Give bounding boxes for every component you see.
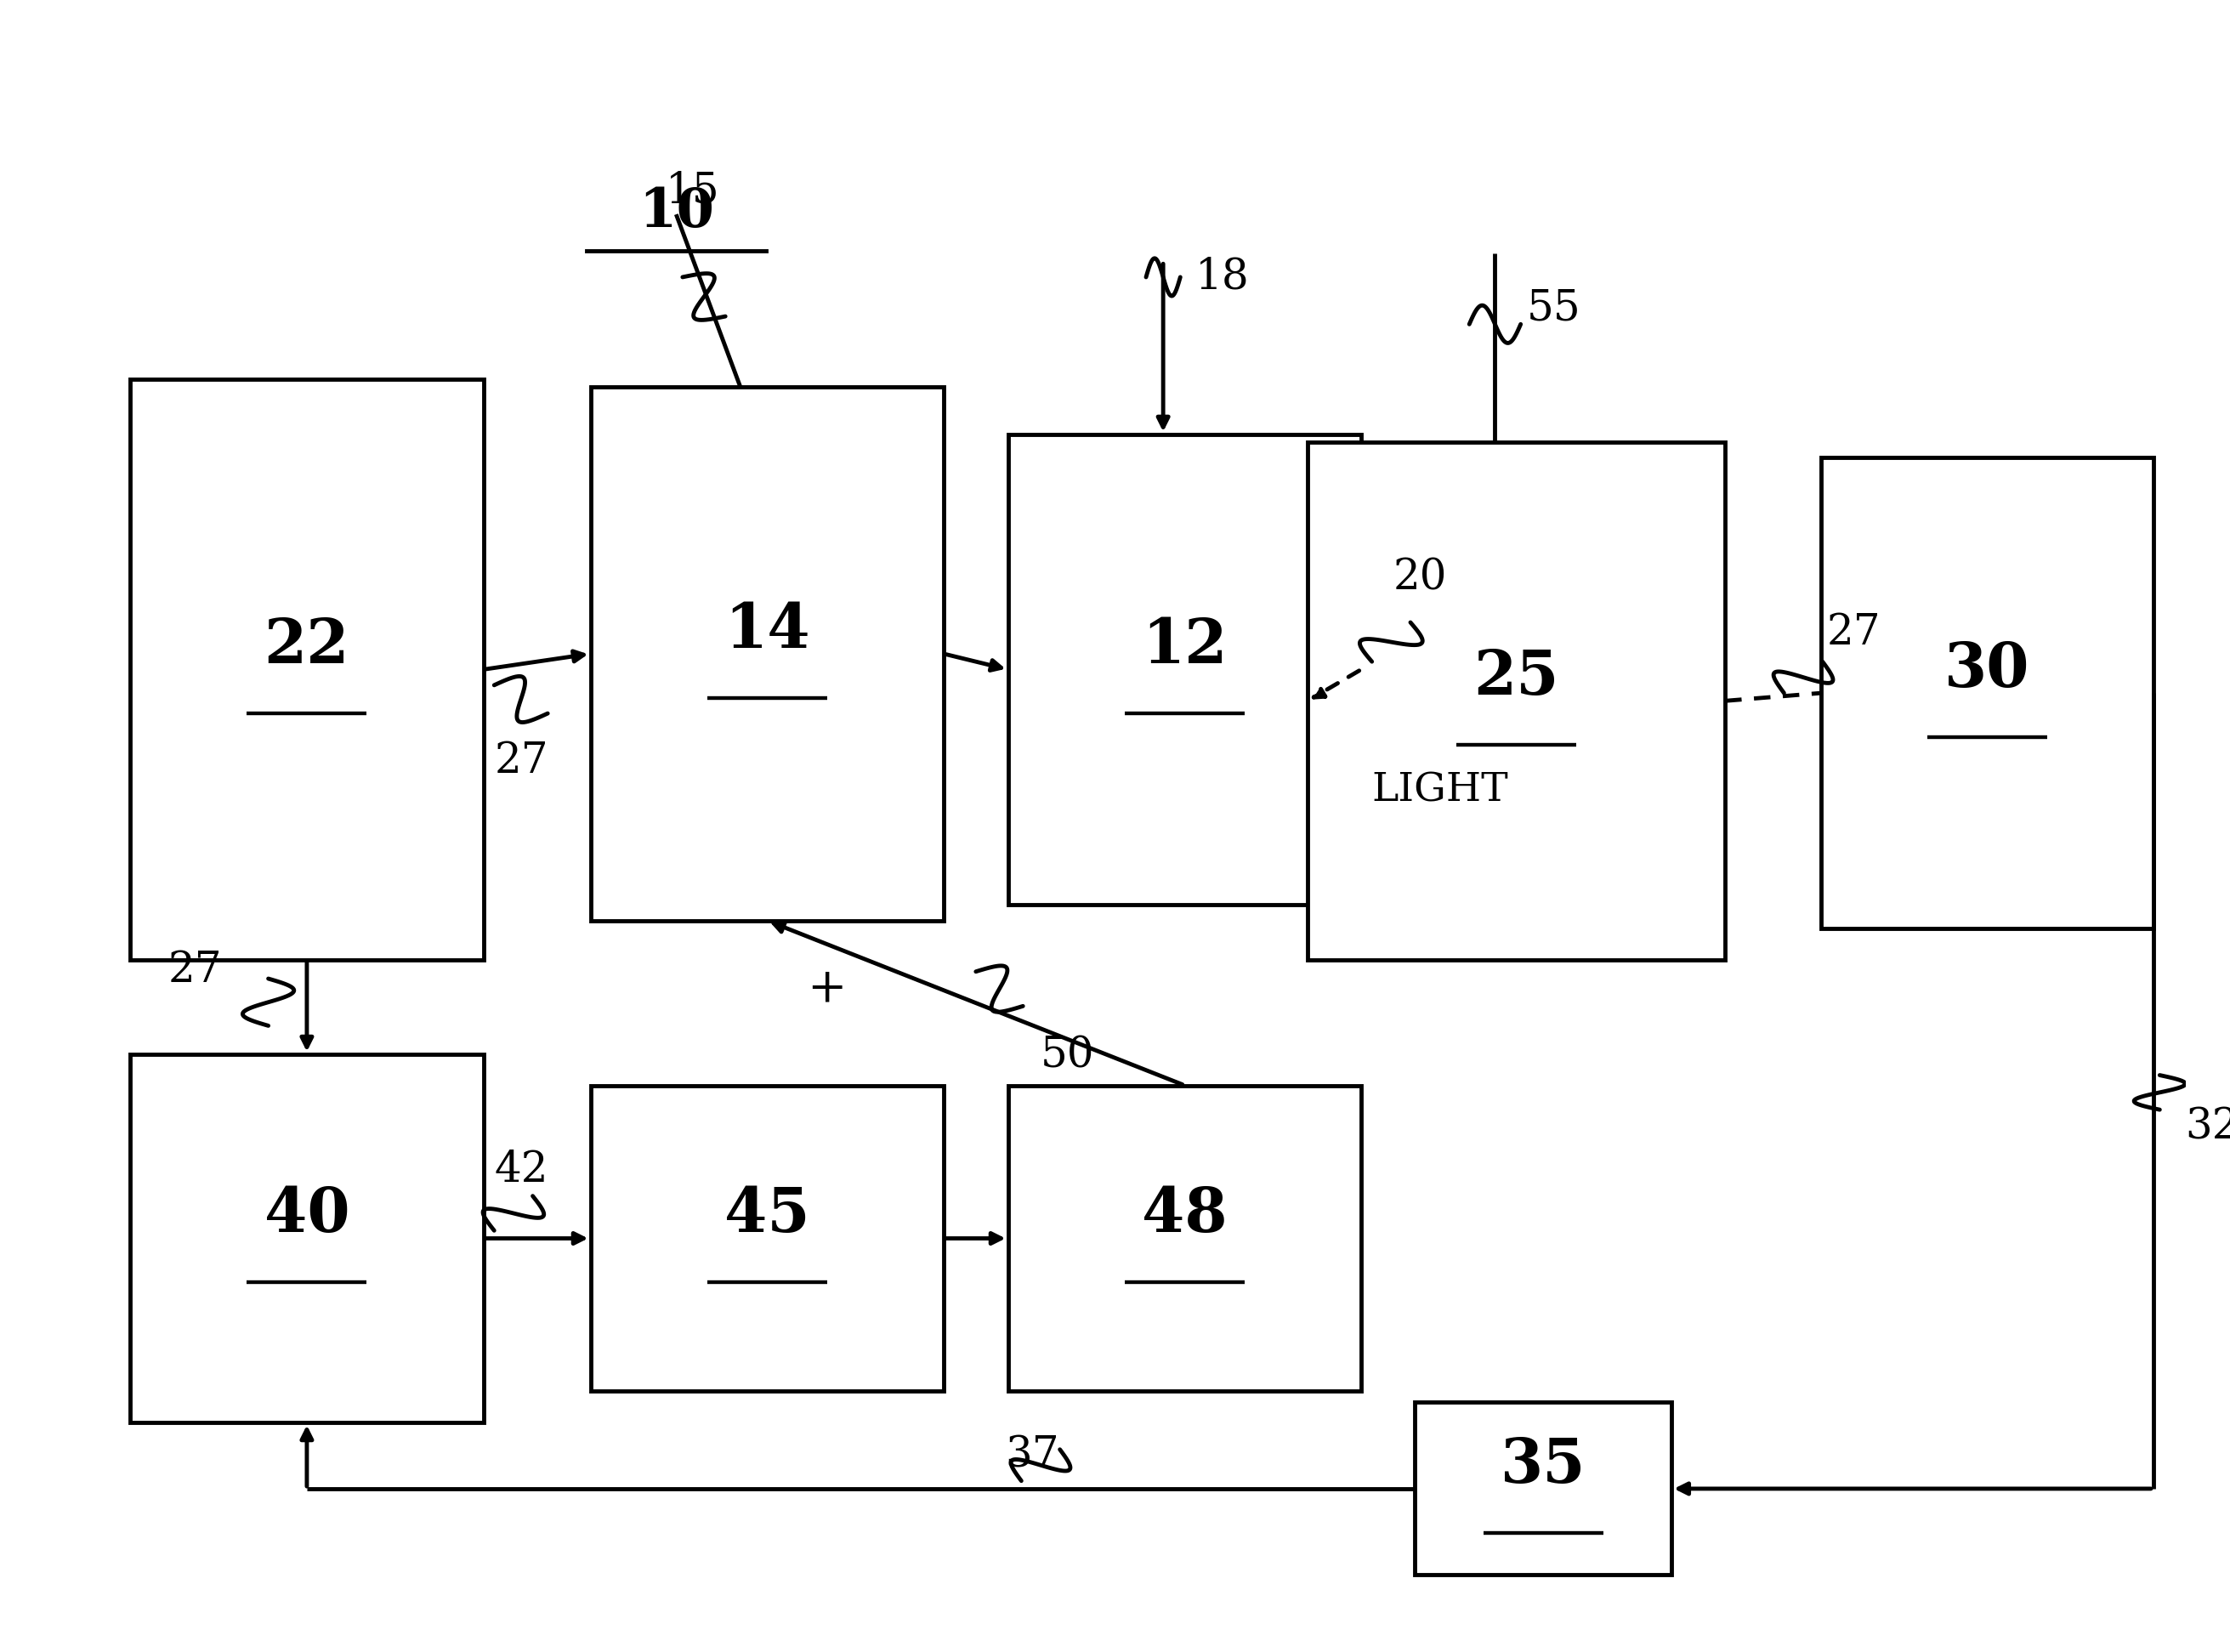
Text: 50: 50 <box>1039 1034 1095 1077</box>
Text: 35: 35 <box>1501 1436 1586 1495</box>
Bar <box>129 1054 484 1422</box>
Bar <box>1414 1403 1672 1574</box>
Text: 55: 55 <box>1528 287 1581 329</box>
Text: 22: 22 <box>263 616 350 676</box>
Text: 32: 32 <box>2185 1107 2230 1148</box>
Text: 37: 37 <box>1006 1434 1059 1477</box>
Bar <box>1307 441 1726 960</box>
Text: 30: 30 <box>1945 639 2029 700</box>
Text: 27: 27 <box>167 950 221 991</box>
Text: LIGHT: LIGHT <box>1371 771 1507 809</box>
Bar <box>591 1085 943 1391</box>
Text: 20: 20 <box>1394 557 1447 598</box>
Bar <box>129 378 484 960</box>
Text: 40: 40 <box>263 1184 350 1246</box>
Text: 12: 12 <box>1142 616 1227 676</box>
Text: 27: 27 <box>495 740 549 781</box>
Text: 42: 42 <box>495 1150 549 1191</box>
Text: 25: 25 <box>1474 648 1559 707</box>
Bar <box>1008 1085 1360 1391</box>
Text: 10: 10 <box>638 187 714 238</box>
Text: +: + <box>807 965 847 1011</box>
Text: 14: 14 <box>725 600 809 661</box>
Text: 27: 27 <box>1826 611 1880 654</box>
Bar <box>591 387 943 920</box>
Bar <box>1822 458 2154 928</box>
Text: 15: 15 <box>665 170 720 211</box>
Text: 48: 48 <box>1142 1184 1227 1246</box>
Bar <box>1008 434 1360 905</box>
Text: 18: 18 <box>1195 256 1249 297</box>
Text: 45: 45 <box>725 1184 809 1246</box>
